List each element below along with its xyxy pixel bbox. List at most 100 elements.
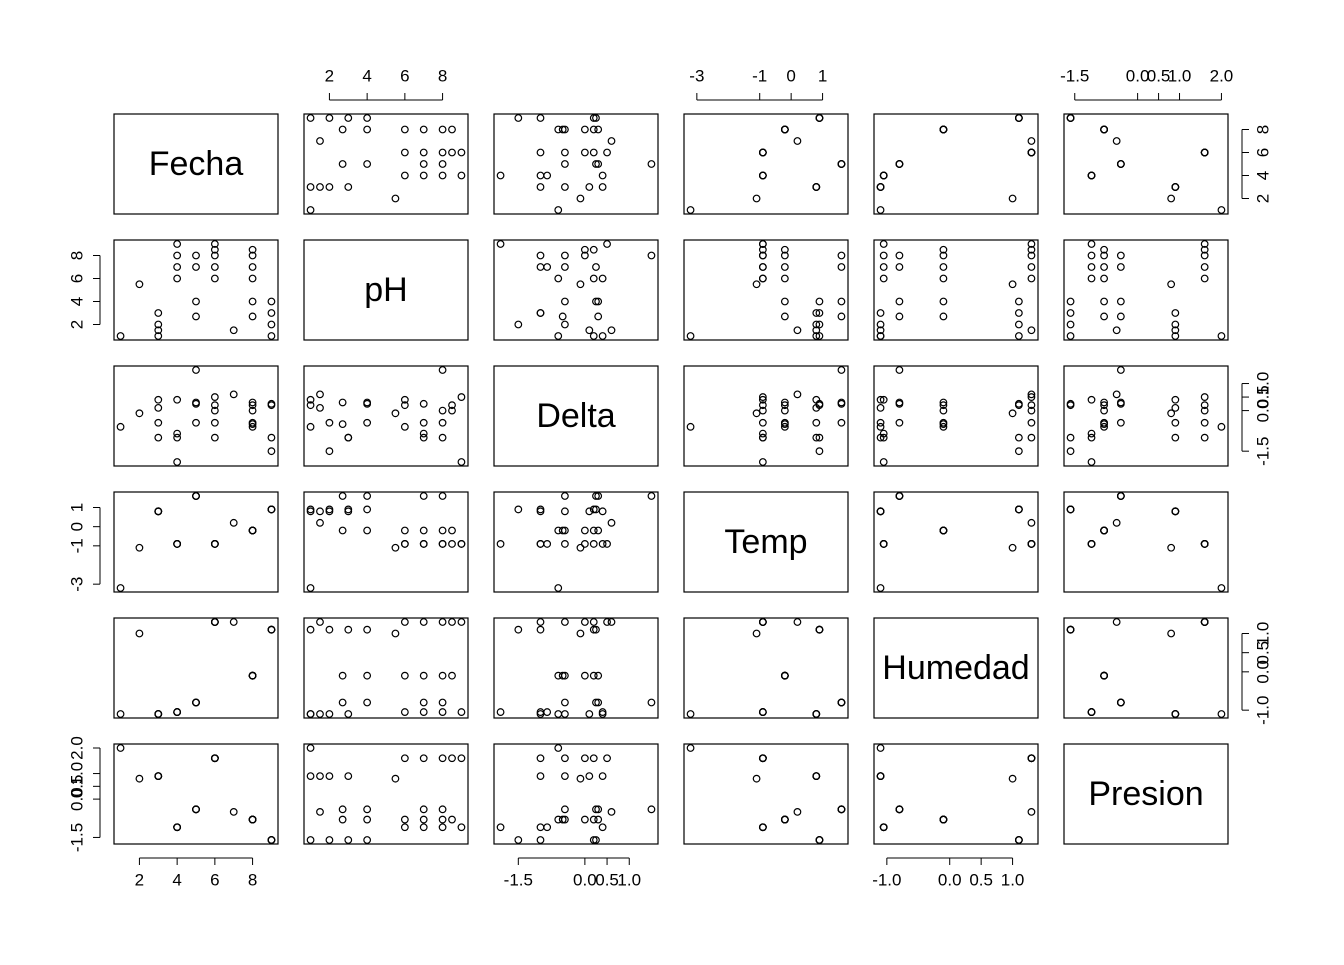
point — [457, 823, 466, 832]
point — [580, 526, 589, 535]
point — [229, 618, 238, 626]
point — [876, 584, 885, 592]
point — [248, 406, 257, 415]
point — [793, 326, 802, 335]
point — [1200, 393, 1209, 401]
point — [876, 320, 885, 329]
point — [1100, 422, 1108, 431]
point — [879, 429, 888, 438]
point — [594, 815, 603, 824]
point — [344, 772, 353, 781]
point — [363, 836, 372, 844]
point — [1100, 245, 1108, 254]
point — [316, 137, 324, 145]
x-tick-label: 0.5 — [1147, 66, 1171, 85]
point — [812, 433, 821, 442]
point — [173, 458, 182, 466]
point — [589, 526, 598, 535]
point — [561, 320, 569, 329]
point — [1116, 418, 1125, 427]
point — [592, 505, 600, 514]
point — [1066, 401, 1075, 410]
point — [306, 505, 315, 514]
point — [594, 671, 603, 680]
y-tick-label: 1.0 — [1253, 372, 1272, 396]
point — [1014, 297, 1023, 306]
point — [267, 433, 276, 442]
point — [594, 297, 603, 306]
point — [400, 754, 409, 763]
point — [210, 754, 219, 763]
point — [154, 332, 163, 340]
point — [594, 160, 603, 168]
point — [448, 526, 456, 535]
point — [580, 618, 589, 626]
point — [1116, 492, 1125, 500]
point — [116, 422, 125, 431]
point — [1087, 263, 1096, 271]
point — [316, 772, 324, 781]
point — [812, 332, 821, 340]
point — [363, 815, 372, 824]
point — [876, 744, 885, 752]
point — [391, 543, 400, 552]
point — [598, 772, 607, 781]
point — [939, 398, 948, 407]
point — [554, 125, 563, 134]
point — [173, 823, 182, 832]
point — [391, 774, 400, 783]
point — [554, 332, 563, 340]
point — [363, 125, 372, 134]
panel — [683, 617, 849, 719]
point — [306, 625, 315, 634]
point — [1066, 309, 1075, 317]
point — [248, 526, 257, 535]
point — [1087, 429, 1096, 438]
point — [1100, 420, 1108, 429]
point — [306, 422, 315, 431]
point — [1066, 433, 1075, 442]
point — [1027, 401, 1036, 410]
point — [210, 263, 219, 271]
point — [536, 540, 545, 548]
point — [116, 332, 125, 340]
point — [589, 332, 598, 340]
point — [192, 251, 200, 260]
y-tick-label: 0.5 — [1253, 641, 1272, 665]
point — [561, 754, 569, 763]
x-tick-label: 8 — [248, 870, 257, 889]
point — [686, 206, 695, 214]
point — [554, 710, 563, 718]
point — [325, 836, 334, 844]
point — [1066, 447, 1075, 456]
panel — [683, 743, 849, 845]
point — [316, 403, 324, 412]
panel — [113, 617, 279, 719]
point — [1217, 206, 1226, 214]
point — [561, 540, 569, 548]
x-tick-label: 0.5 — [969, 870, 993, 889]
point — [939, 263, 948, 271]
point — [758, 429, 767, 438]
point — [939, 245, 948, 254]
panel — [873, 113, 1039, 215]
point — [248, 398, 257, 407]
x-tick-label: 4 — [172, 870, 181, 889]
y-tick-label: 1.0 — [67, 762, 86, 786]
point — [879, 251, 888, 260]
x-tick-label: -1.5 — [1060, 66, 1089, 85]
point — [752, 280, 761, 289]
point — [338, 671, 347, 680]
point — [173, 433, 182, 442]
point — [316, 807, 324, 816]
point — [758, 458, 767, 466]
point — [589, 540, 598, 548]
point — [116, 744, 125, 752]
point — [561, 772, 569, 781]
point — [210, 274, 219, 283]
point — [594, 698, 603, 707]
point — [594, 526, 603, 535]
point — [438, 171, 447, 180]
point — [1217, 584, 1226, 592]
